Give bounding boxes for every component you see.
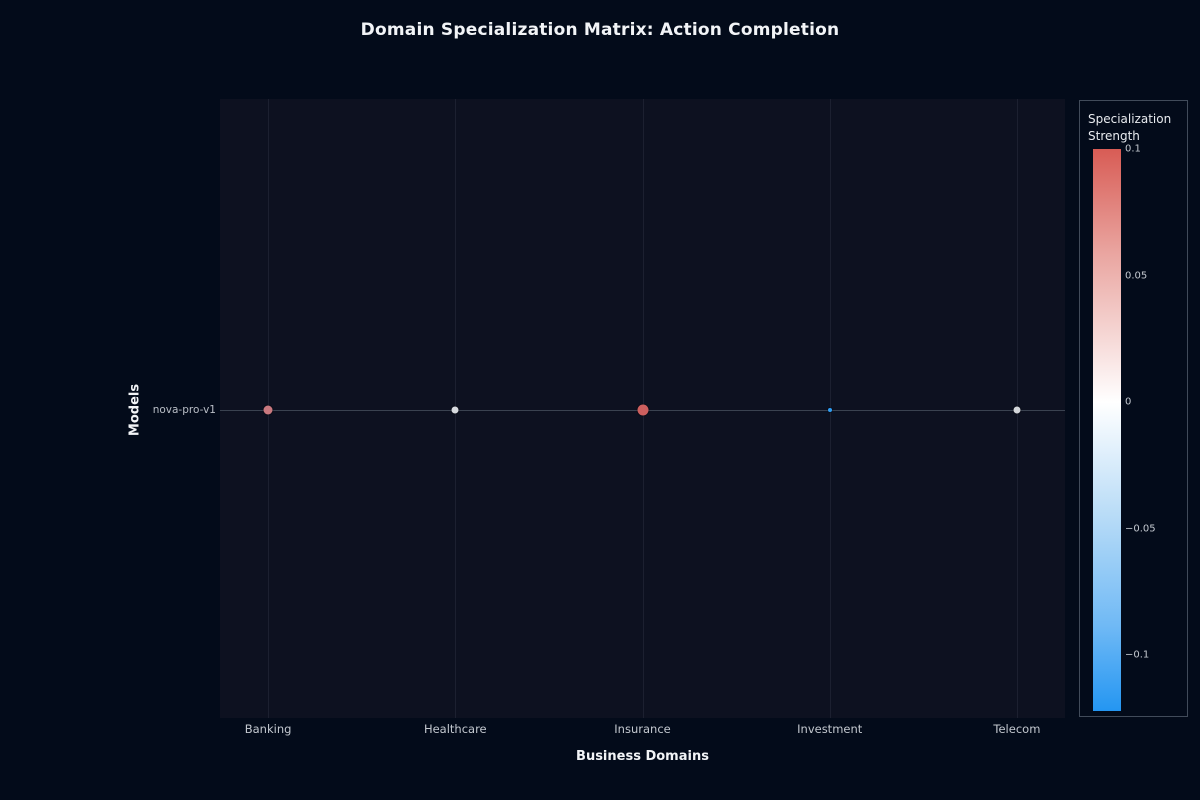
colorbar-title-line2: Strength xyxy=(1088,129,1140,144)
data-point-telecom[interactable] xyxy=(1013,406,1021,414)
x-tick-label-healthcare: Healthcare xyxy=(423,722,487,736)
y-tick-label: nova-pro-v1 xyxy=(152,404,216,416)
colorbar-tick-label: 0.1 xyxy=(1125,143,1141,155)
x-tick-label-telecom: Telecom xyxy=(993,722,1041,736)
x-tick-label-banking: Banking xyxy=(244,722,292,736)
colorbar-title-line1: Specialization xyxy=(1088,112,1172,126)
colorbar-tick-label: 0.05 xyxy=(1125,270,1148,282)
plot-area xyxy=(220,99,1065,718)
x-tick-label-investment: Investment xyxy=(797,722,863,736)
data-point-insurance[interactable] xyxy=(637,404,648,416)
chart-title: Domain Specialization Matrix: Action Com… xyxy=(360,20,840,40)
colorbar-legend: Specialization Strength 0.1 0.05 0 −0.05 −0.… xyxy=(1079,100,1188,717)
y-axis-title: Models xyxy=(127,383,143,437)
colorbar-tick-labels: 0.1 0.05 0 −0.05 −0.1 xyxy=(1125,144,1185,711)
x-axis-tick-labels: Banking Healthcare Insurance Investment Tele… xyxy=(220,722,1065,738)
data-point-investment[interactable] xyxy=(827,407,832,412)
x-tick-label-insurance: Insurance xyxy=(614,722,671,736)
data-point-banking[interactable] xyxy=(263,405,273,415)
colorbar-tick-label: −0.05 xyxy=(1125,523,1156,535)
colorbar-title: Specialization Strength xyxy=(1088,111,1171,146)
data-point-healthcare[interactable] xyxy=(451,406,459,414)
colorbar-tick-label: 0 xyxy=(1125,396,1132,408)
colorbar-gradient xyxy=(1093,149,1121,711)
x-axis-title: Business Domains xyxy=(576,749,709,764)
colorbar-tick-label: −0.1 xyxy=(1125,649,1150,661)
